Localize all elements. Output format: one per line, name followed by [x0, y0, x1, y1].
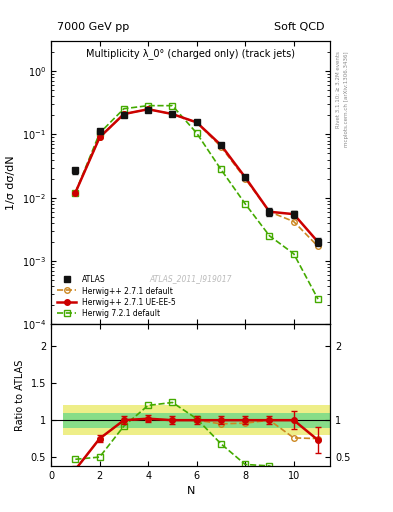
Text: 7000 GeV pp: 7000 GeV pp — [57, 23, 129, 32]
Text: Multiplicity λ_0° (charged only) (track jets): Multiplicity λ_0° (charged only) (track … — [86, 48, 295, 59]
Text: Rivet 3.1.10; ≥ 3.2M events: Rivet 3.1.10; ≥ 3.2M events — [336, 51, 341, 128]
Text: Soft QCD: Soft QCD — [274, 23, 325, 32]
Y-axis label: 1/σ dσ/dN: 1/σ dσ/dN — [6, 155, 17, 210]
Legend: ATLAS, Herwig++ 2.7.1 default, Herwig++ 2.7.1 UE-EE-5, Herwig 7.2.1 default: ATLAS, Herwig++ 2.7.1 default, Herwig++ … — [55, 273, 178, 321]
Y-axis label: Ratio to ATLAS: Ratio to ATLAS — [15, 359, 25, 431]
Text: ATLAS_2011_I919017: ATLAS_2011_I919017 — [149, 274, 232, 284]
X-axis label: N: N — [186, 486, 195, 496]
Text: mcplots.cern.ch [arXiv:1306.3436]: mcplots.cern.ch [arXiv:1306.3436] — [344, 51, 349, 147]
